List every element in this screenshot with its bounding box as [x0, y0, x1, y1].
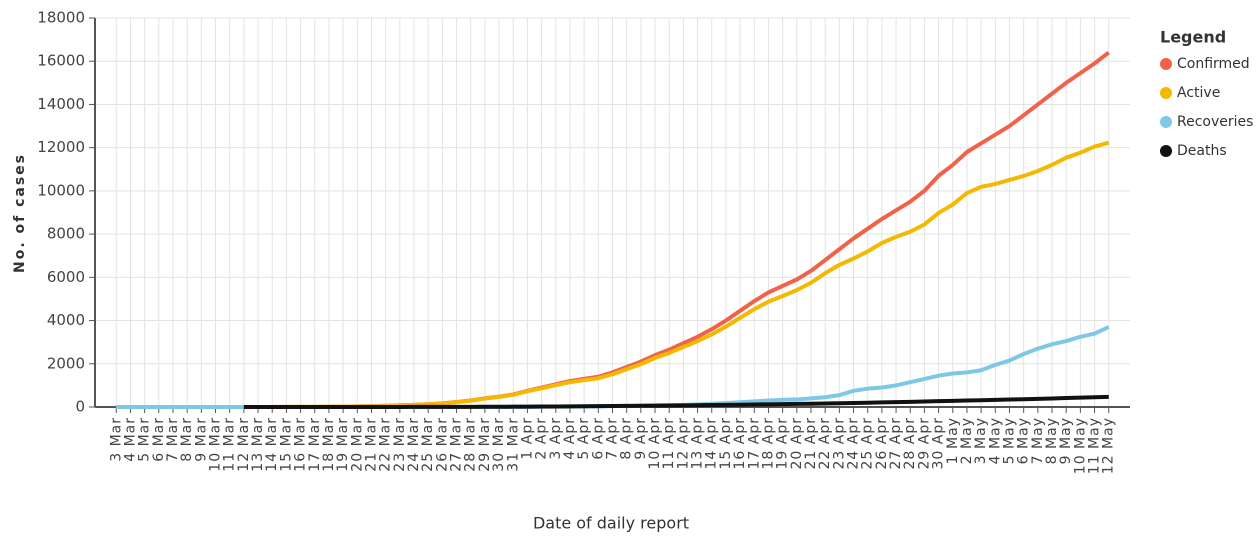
x-tick-label: 15 Mar — [278, 417, 294, 472]
x-tick-label: 4 May — [987, 417, 1003, 464]
series-line — [243, 394, 1109, 409]
legend-marker — [1160, 116, 1172, 128]
x-tick-label: 31 Mar — [505, 417, 521, 472]
x-tick-label: 1 May — [945, 417, 961, 464]
y-axis-title: No. of cases — [12, 153, 28, 273]
x-tick-label: 12 Apr — [675, 417, 691, 469]
x-tick-label: 5 Mar — [137, 417, 153, 462]
x-tick-label: 12 May — [1101, 417, 1117, 474]
x-tick-label: 7 Mar — [165, 417, 181, 462]
legend-marker — [1160, 58, 1172, 70]
x-tick-label: 23 Apr — [831, 417, 847, 469]
x-tick-label: 27 Mar — [449, 417, 465, 472]
y-tick-label: 14000 — [37, 95, 85, 113]
x-tick-label: 16 Apr — [732, 417, 748, 469]
y-tick-label: 16000 — [37, 52, 85, 70]
x-tick-label: 28 Apr — [902, 417, 918, 469]
x-tick-label: 18 Apr — [760, 417, 776, 469]
y-tick-label: 0 — [75, 398, 85, 416]
x-axis-title: Date of daily report — [533, 514, 689, 533]
x-tick-label: 7 Apr — [605, 417, 621, 460]
legend-title: Legend — [1160, 28, 1226, 47]
x-tick-label: 27 Apr — [888, 417, 904, 469]
x-tick-label: 3 Apr — [548, 417, 564, 460]
x-tick-label: 2 Apr — [534, 417, 550, 460]
x-tick-label: 9 May — [1058, 417, 1074, 464]
x-tick-label: 5 Apr — [576, 417, 592, 460]
y-tick-label: 8000 — [47, 225, 85, 243]
x-tick-label: 6 May — [1016, 417, 1032, 464]
legend-label: Recoveries — [1177, 114, 1253, 130]
x-tick-label: 26 Mar — [434, 417, 450, 472]
x-tick-label: 3 Mar — [108, 417, 124, 462]
x-tick-label: 10 Apr — [647, 417, 663, 469]
x-tick-label: 3 May — [973, 417, 989, 464]
x-tick-label: 25 Apr — [860, 417, 876, 469]
x-tick-label: 9 Apr — [633, 417, 649, 460]
y-tick-label: 6000 — [47, 268, 85, 286]
x-tick-label: 22 Mar — [378, 417, 394, 472]
x-tick-label: 29 Apr — [916, 417, 932, 469]
x-tick-label: 11 Mar — [222, 417, 238, 472]
x-tick-label: 14 Apr — [704, 417, 720, 469]
y-tick-label: 12000 — [37, 138, 85, 156]
x-tick-label: 20 Apr — [789, 417, 805, 469]
x-tick-label: 23 Mar — [392, 417, 408, 472]
x-tick-label: 29 Mar — [477, 417, 493, 472]
y-tick-label: 18000 — [37, 9, 85, 27]
x-tick-label: 19 Mar — [335, 417, 351, 472]
legend-label: Active — [1177, 85, 1220, 101]
x-tick-label: 1 Apr — [519, 417, 535, 460]
x-tick-label: 12 Mar — [236, 417, 252, 472]
x-tick-label: 2 May — [959, 417, 975, 464]
x-tick-label: 26 Apr — [874, 417, 890, 469]
x-tick-label: 18 Mar — [321, 417, 337, 472]
x-tick-label: 5 May — [1001, 417, 1017, 464]
x-tick-label: 24 Apr — [846, 417, 862, 469]
y-tick-label: 2000 — [47, 354, 85, 372]
x-tick-label: 21 Mar — [363, 417, 379, 472]
x-tick-label: 25 Mar — [420, 417, 436, 472]
x-tick-label: 22 Apr — [817, 417, 833, 469]
x-tick-label: 21 Apr — [803, 417, 819, 469]
x-tick-label: 10 May — [1072, 417, 1088, 474]
x-tick-label: 4 Mar — [122, 417, 138, 462]
x-tick-label: 6 Apr — [590, 417, 606, 460]
x-tick-label: 13 Apr — [690, 417, 706, 469]
x-tick-label: 11 Apr — [661, 417, 677, 469]
x-tick-label: 28 Mar — [463, 417, 479, 472]
legend-marker — [1160, 87, 1172, 99]
legend-marker — [1160, 145, 1172, 157]
legend-label: Deaths — [1177, 143, 1227, 159]
x-tick-label: 8 May — [1044, 417, 1060, 464]
x-tick-label: 8 Mar — [179, 417, 195, 462]
x-tick-label: 6 Mar — [151, 417, 167, 462]
x-tick-label: 9 Mar — [193, 417, 209, 462]
x-tick-label: 11 May — [1087, 417, 1103, 474]
x-tick-label: 15 Apr — [718, 417, 734, 469]
x-tick-label: 13 Mar — [250, 417, 266, 472]
x-tick-label: 24 Mar — [406, 417, 422, 472]
x-tick-label: 19 Apr — [775, 417, 791, 469]
x-tick-label: 30 Mar — [491, 417, 507, 472]
x-tick-label: 7 May — [1030, 417, 1046, 464]
y-tick-label: 4000 — [47, 311, 85, 329]
x-tick-label: 4 Apr — [562, 417, 578, 460]
x-tick-label: 20 Mar — [349, 417, 365, 472]
legend-label: Confirmed — [1177, 56, 1250, 72]
x-tick-label: 14 Mar — [264, 417, 280, 472]
x-tick-label: 17 Mar — [307, 417, 323, 472]
x-tick-label: 10 Mar — [208, 417, 224, 472]
x-tick-label: 8 Apr — [619, 417, 635, 460]
x-tick-label: 30 Apr — [931, 417, 947, 469]
x-tick-label: 16 Mar — [293, 417, 309, 472]
x-tick-label: 17 Apr — [746, 417, 762, 469]
y-tick-label: 10000 — [37, 181, 85, 199]
